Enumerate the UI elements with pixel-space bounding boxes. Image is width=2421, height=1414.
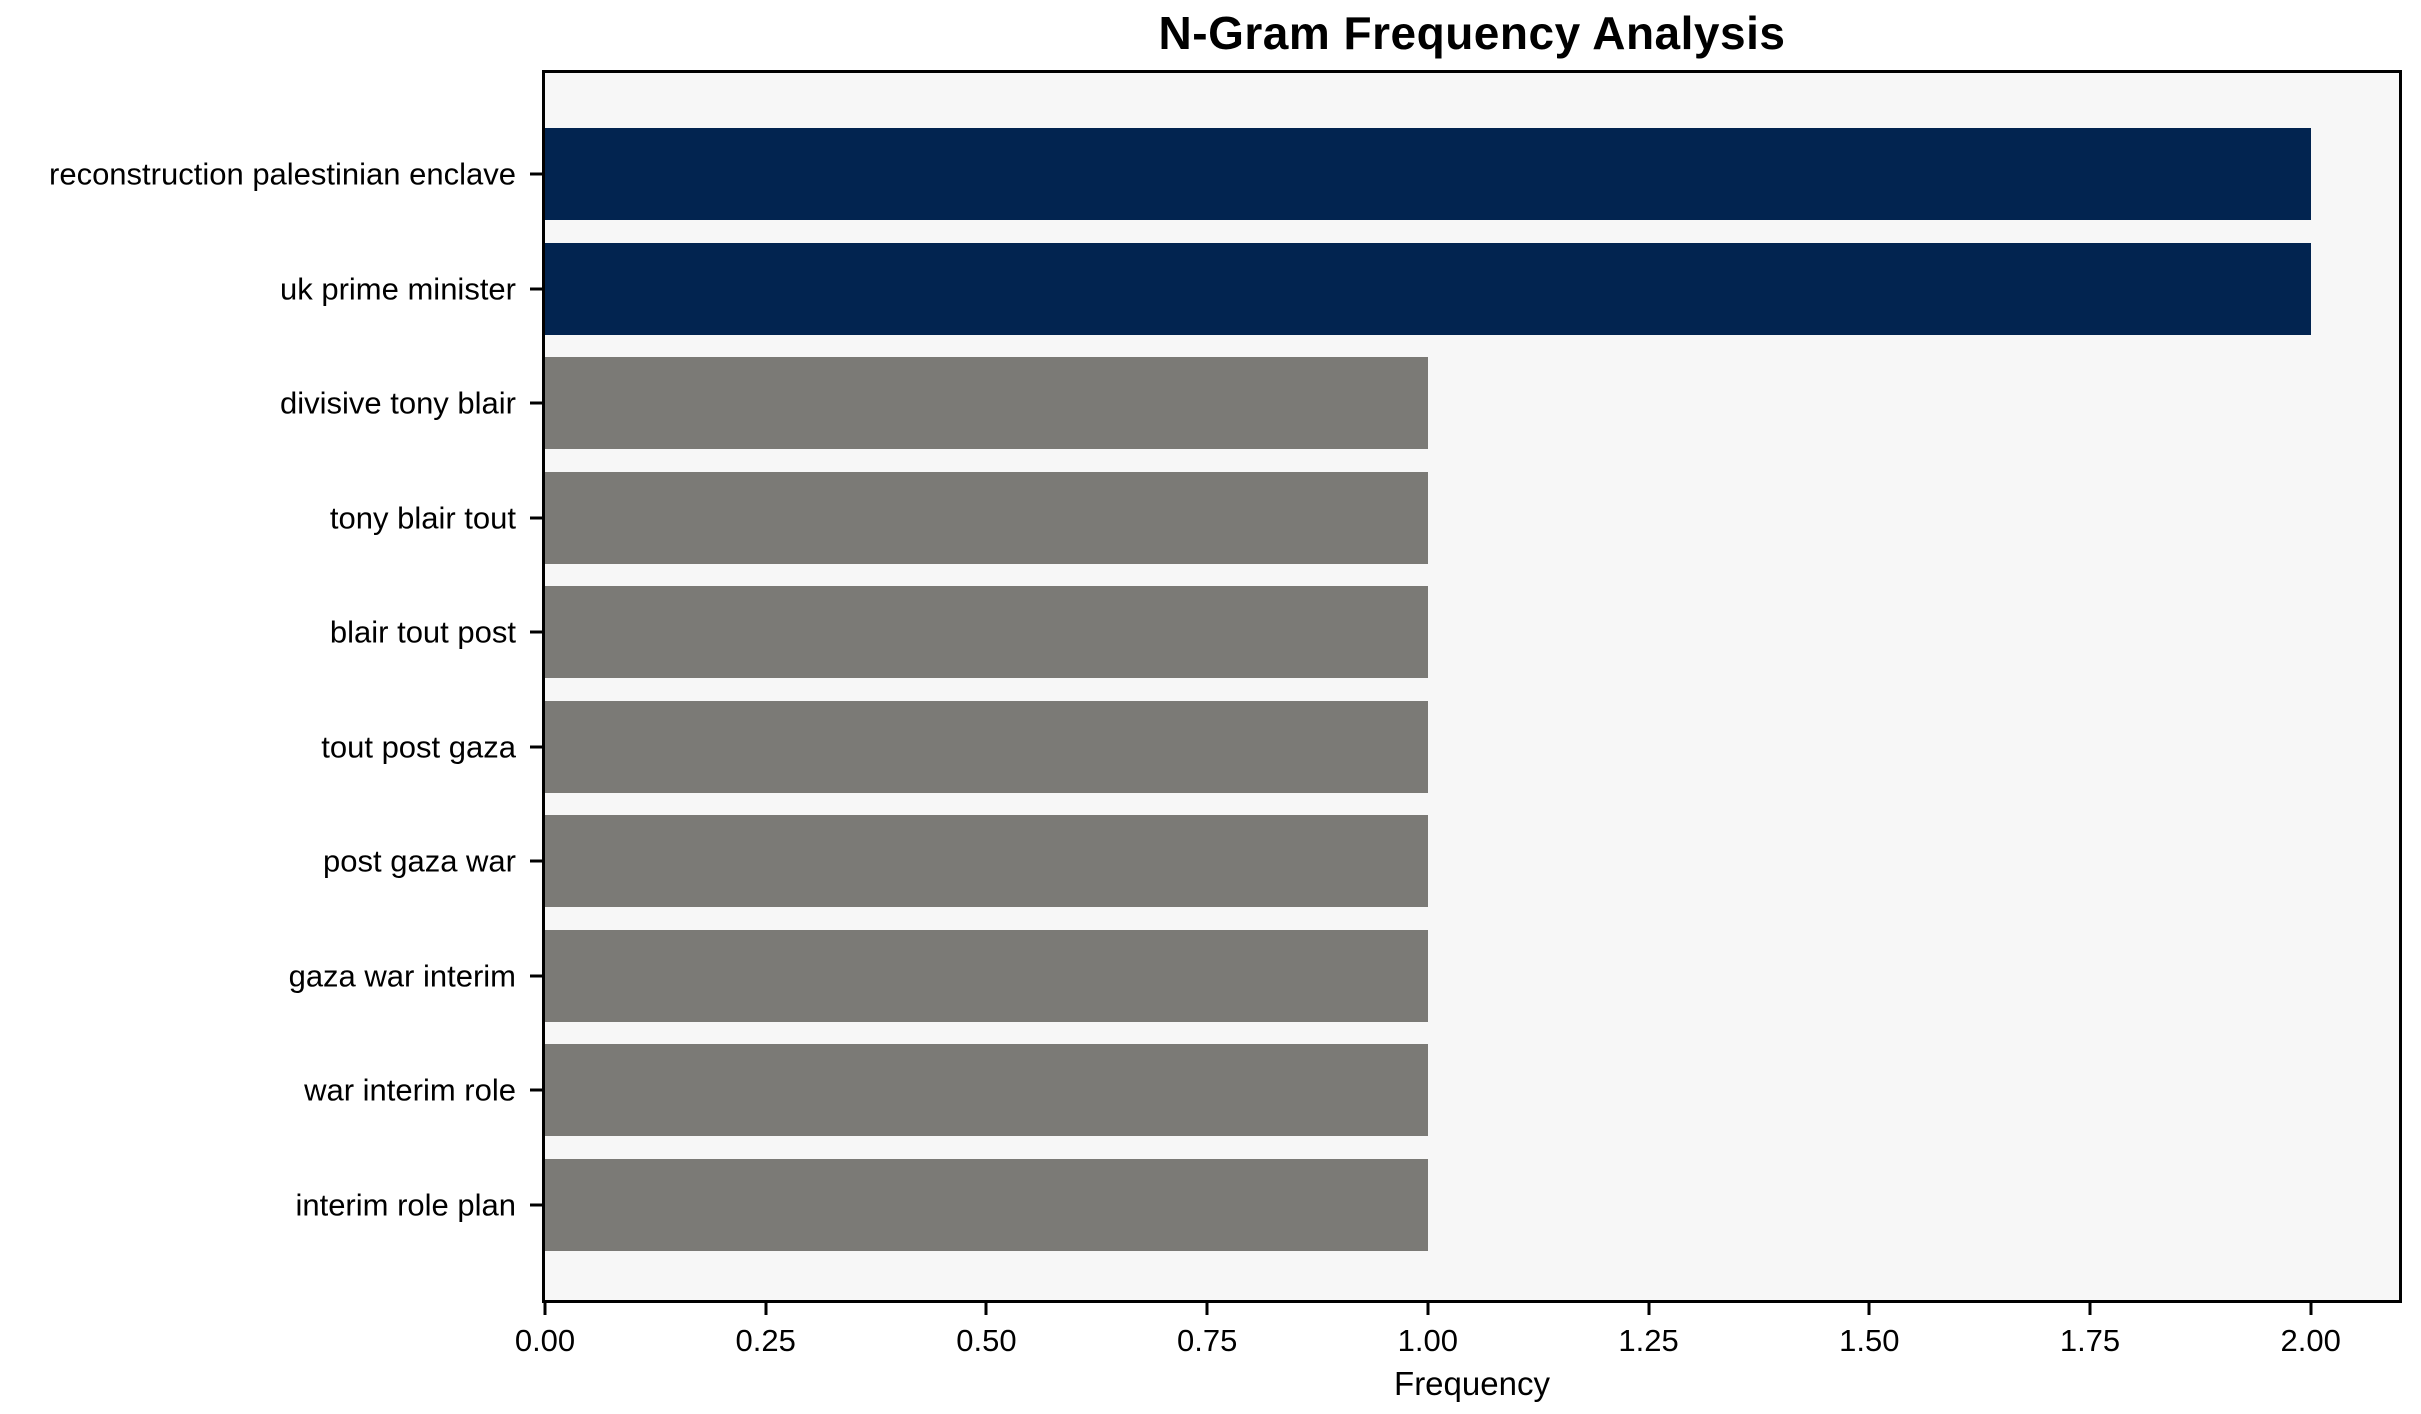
y-axis-category-label: gaza war interim: [288, 958, 516, 994]
x-tick-label: 1.00: [1397, 1323, 1459, 1358]
x-tick-label: 0.00: [514, 1323, 576, 1358]
bar: [545, 815, 1428, 908]
bar-row: post gaza war: [323, 804, 2399, 919]
bar-row: reconstruction palestinian enclave: [49, 117, 2399, 232]
x-tick-label: 1.50: [1839, 1323, 1900, 1358]
bar: [545, 929, 1428, 1022]
bar: [545, 1158, 1428, 1251]
bar-row: war interim role: [304, 1033, 2399, 1148]
x-tick-label: 1.75: [2059, 1323, 2121, 1358]
y-tick-mark: [530, 859, 542, 863]
bar-row: tout post gaza: [321, 690, 2399, 805]
x-tick-mark: [1205, 1303, 1209, 1315]
y-tick-mark: [530, 287, 542, 291]
y-tick-mark: [530, 516, 542, 520]
bar-row: divisive tony blair: [280, 346, 2399, 461]
x-tick-label: 0.25: [735, 1323, 796, 1358]
bar: [545, 128, 2311, 221]
bar-row: tony blair tout: [330, 461, 2399, 576]
y-axis-category-label: post gaza war: [323, 843, 516, 879]
y-tick-mark: [530, 1203, 542, 1207]
bar-row: blair tout post: [330, 575, 2399, 690]
x-tick-mark: [2088, 1303, 2092, 1315]
bar: [545, 1044, 1428, 1137]
x-tick-mark: [543, 1303, 547, 1315]
y-tick-mark: [530, 630, 542, 634]
y-axis-category-label: war interim role: [304, 1072, 516, 1108]
bar: [545, 242, 2311, 335]
bar-row: uk prime minister: [280, 232, 2399, 347]
y-axis-category-label: uk prime minister: [280, 271, 516, 307]
bar: [545, 586, 1428, 679]
x-tick-label: 0.50: [956, 1323, 1017, 1358]
x-tick-label: 2.00: [2280, 1323, 2341, 1358]
y-axis-category-label: blair tout post: [329, 614, 516, 650]
bar: [545, 700, 1428, 793]
x-tick-mark: [1867, 1303, 1871, 1315]
y-tick-mark: [530, 401, 542, 405]
chart-title: N-Gram Frequency Analysis: [1158, 7, 1786, 59]
x-tick-mark: [2309, 1303, 2313, 1315]
x-tick-mark: [1647, 1303, 1651, 1315]
x-tick-label: 0.75: [1176, 1323, 1238, 1358]
bar-rows: reconstruction palestinian enclave uk pri…: [49, 73, 2399, 1300]
x-axis-title: Frequency: [1394, 1365, 1550, 1402]
y-axis-category-label: reconstruction palestinian enclave: [49, 156, 516, 192]
x-tick-mark: [1426, 1303, 1430, 1315]
bar-row: gaza war interim: [289, 919, 2399, 1034]
x-axis: Frequency 0.00 0.25 0.50 0.75 1.00 1.25 1.50 1.…: [515, 1303, 2399, 1413]
x-tick-mark: [764, 1303, 768, 1315]
y-tick-mark: [530, 172, 542, 176]
y-tick-mark: [530, 745, 542, 749]
y-axis-category-label: tony blair tout: [329, 500, 516, 536]
bar: [545, 357, 1428, 450]
y-axis-category-label: tout post gaza: [321, 729, 516, 765]
y-tick-mark: [530, 1088, 542, 1092]
y-tick-mark: [530, 974, 542, 978]
plot-area: reconstruction palestinian enclave uk pri…: [49, 70, 2402, 1303]
bar: [545, 471, 1428, 564]
x-tick-mark: [984, 1303, 988, 1315]
x-tick-label: 1.25: [1618, 1323, 1679, 1358]
bar-row: interim role plan: [295, 1148, 2399, 1263]
y-axis-category-label: interim role plan: [295, 1187, 516, 1223]
y-axis-category-label: divisive tony blair: [279, 385, 516, 421]
